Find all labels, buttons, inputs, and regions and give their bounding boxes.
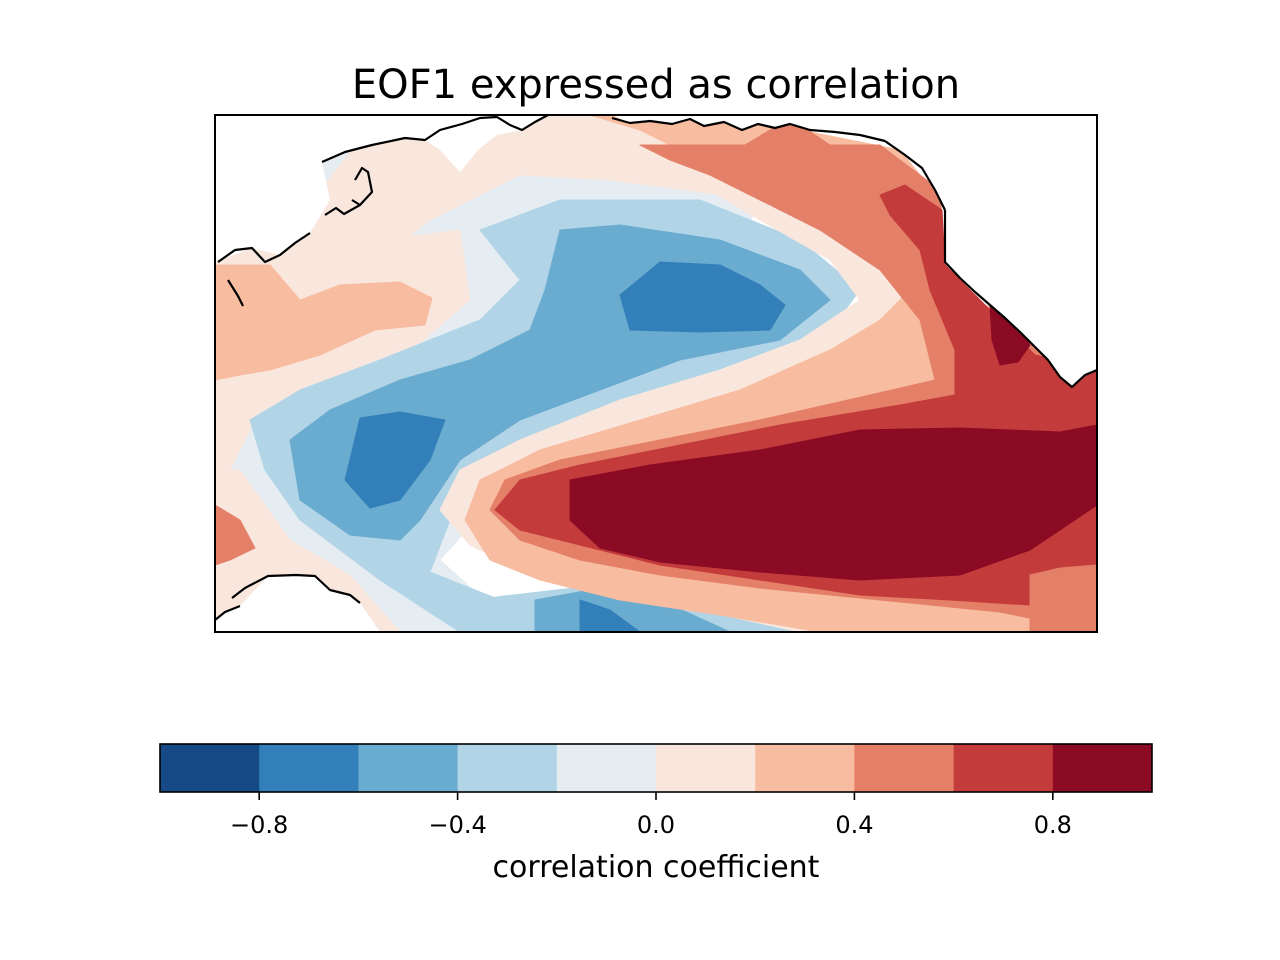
colorbar-cell-8	[953, 744, 1054, 792]
coastline-japan-north	[227, 279, 244, 307]
colorbar-tick-label: 0.4	[835, 811, 873, 839]
colorbar-cell-0	[160, 744, 260, 792]
map-panel	[214, 114, 1098, 633]
band-darksalmon-southeast	[1029, 564, 1097, 632]
colorbar-cell-1	[259, 744, 359, 792]
coastline-philippines	[231, 573, 361, 604]
map-frame	[214, 114, 1098, 633]
coastline-kurils	[217, 232, 311, 264]
coastline-alaska-west	[884, 140, 946, 211]
coastline-siberia-east	[611, 116, 886, 143]
colorbar-tick-label: 0.0	[637, 811, 675, 839]
band-darkblue-west	[344, 411, 446, 509]
colorbar-cell-5	[656, 744, 756, 792]
coastline-okhotsk	[324, 204, 361, 216]
band-dark-salmon-west	[215, 504, 256, 566]
coastline-kamchatka	[351, 166, 374, 207]
band-darkred-east	[569, 424, 1097, 581]
coastlines	[215, 115, 1097, 621]
colorbar-cell-6	[755, 744, 855, 792]
colorbar-tick-label: −0.8	[230, 811, 288, 839]
colorbar-cells	[160, 744, 1153, 792]
colorbar-label: correlation coefficient	[493, 850, 820, 885]
coastline-asia-north	[321, 115, 549, 164]
chart-title: EOF1 expressed as correlation	[352, 62, 960, 108]
contour-fields	[215, 115, 1097, 632]
land-mask-philippines	[215, 575, 380, 632]
band-darkblue-south	[579, 599, 641, 632]
land-mask-asia-north	[215, 115, 548, 262]
band-darkblue-north	[619, 261, 786, 333]
colorbar-tick-label: 0.8	[1034, 811, 1072, 839]
colorbar-cell-9	[1052, 744, 1153, 792]
coastline-new-guinea	[215, 604, 241, 621]
colorbar-cell-4	[556, 744, 657, 792]
land-mask-alaska	[885, 115, 1097, 387]
band-salmon-west	[215, 264, 433, 381]
colorbar-ticks: −0.8 −0.4 0.0 0.4 0.8	[230, 792, 1072, 839]
colorbar-cell-3	[457, 744, 558, 792]
colorbar: −0.8 −0.4 0.0 0.4 0.8 correlation coefficien…	[159, 743, 1153, 885]
colorbar-cell-7	[854, 744, 955, 792]
colorbar-tick-label: −0.4	[428, 811, 486, 839]
colorbar-cell-2	[358, 744, 459, 792]
coastline-alaska-south	[943, 210, 1097, 389]
